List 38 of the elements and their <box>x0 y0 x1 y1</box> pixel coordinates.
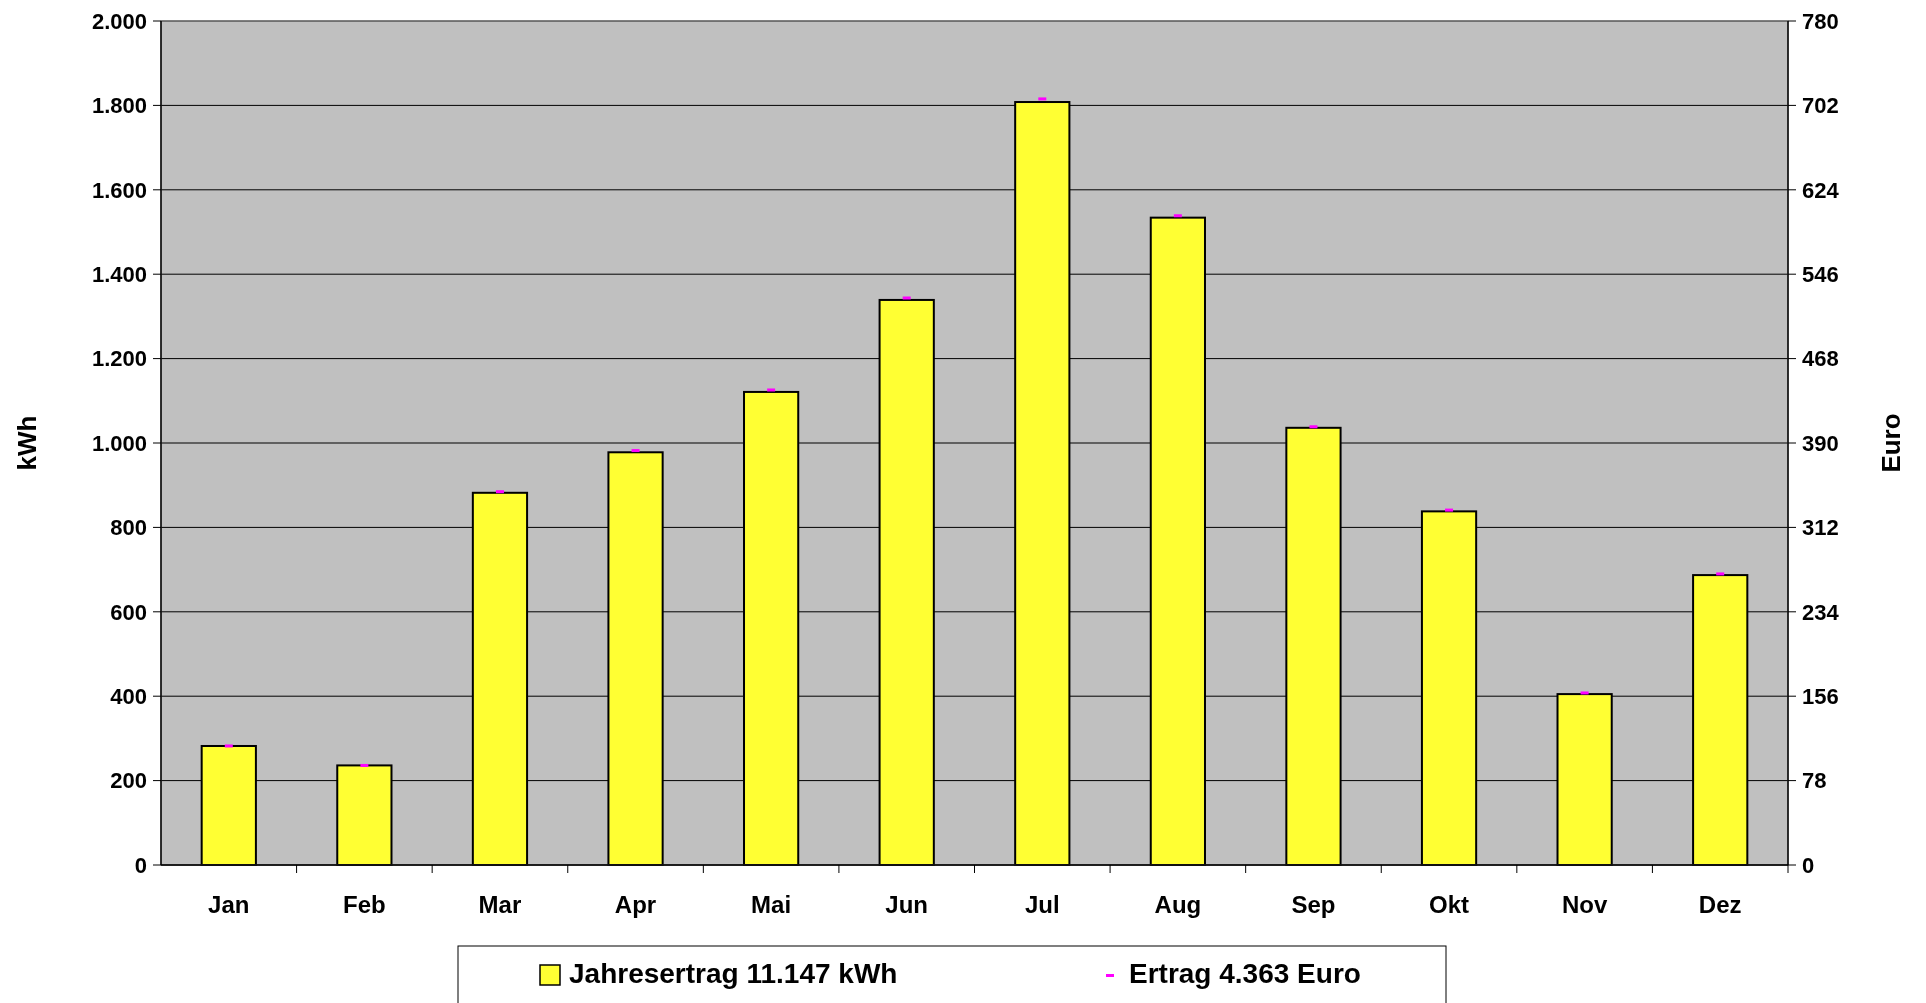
x-tick-label: Aug <box>1154 891 1202 918</box>
y2-tick-label: 624 <box>1802 177 1840 203</box>
y2-tick-label: 702 <box>1802 93 1839 119</box>
y2-tick-label: 0 <box>1802 852 1815 878</box>
y-tick-label: 2.000 <box>91 8 147 34</box>
y-tick-label: 1.800 <box>91 93 147 119</box>
y2-tick-label: 780 <box>1802 8 1839 34</box>
y-tick-label: 1.400 <box>91 261 147 287</box>
legend-label: Ertrag 4.363 Euro <box>1129 958 1361 989</box>
y2-tick-label: 312 <box>1802 515 1839 541</box>
y-tick-label: 200 <box>110 768 147 794</box>
legend-label: Jahresertrag 11.147 kWh <box>569 958 898 989</box>
y-tick-label: 600 <box>110 599 147 625</box>
y-tick-label: 1.200 <box>91 346 147 372</box>
y2-tick-label: 234 <box>1802 599 1840 625</box>
y-tick-label: 1.000 <box>91 430 147 456</box>
x-tick-label: Jul <box>1024 891 1060 918</box>
x-tick-label: Mai <box>751 891 792 918</box>
x-tick-label: Feb <box>343 891 386 918</box>
x-tick-label: Nov <box>1561 891 1608 918</box>
y2-tick-label: 468 <box>1802 346 1839 372</box>
y-tick-label: 1.600 <box>91 177 147 203</box>
y-tick-label: 0 <box>134 852 147 878</box>
y2-tick-label: 390 <box>1802 430 1839 456</box>
y-axis-title: kWh <box>12 415 42 471</box>
x-tick-label: Jan <box>208 891 250 918</box>
y2-axis-title: Euro <box>1876 413 1906 473</box>
x-tick-label: Mar <box>478 891 522 918</box>
x-tick-label: Okt <box>1429 891 1470 918</box>
y2-tick-label: 78 <box>1802 768 1827 794</box>
x-tick-label: Sep <box>1291 891 1336 918</box>
y2-tick-label: 546 <box>1802 261 1839 287</box>
y2-tick-label: 156 <box>1802 683 1839 709</box>
y-tick-label: 400 <box>110 683 147 709</box>
x-tick-label: Dez <box>1698 891 1742 918</box>
y-tick-label: 800 <box>110 515 147 541</box>
x-tick-label: Apr <box>614 891 657 918</box>
x-tick-label: Jun <box>885 891 929 918</box>
